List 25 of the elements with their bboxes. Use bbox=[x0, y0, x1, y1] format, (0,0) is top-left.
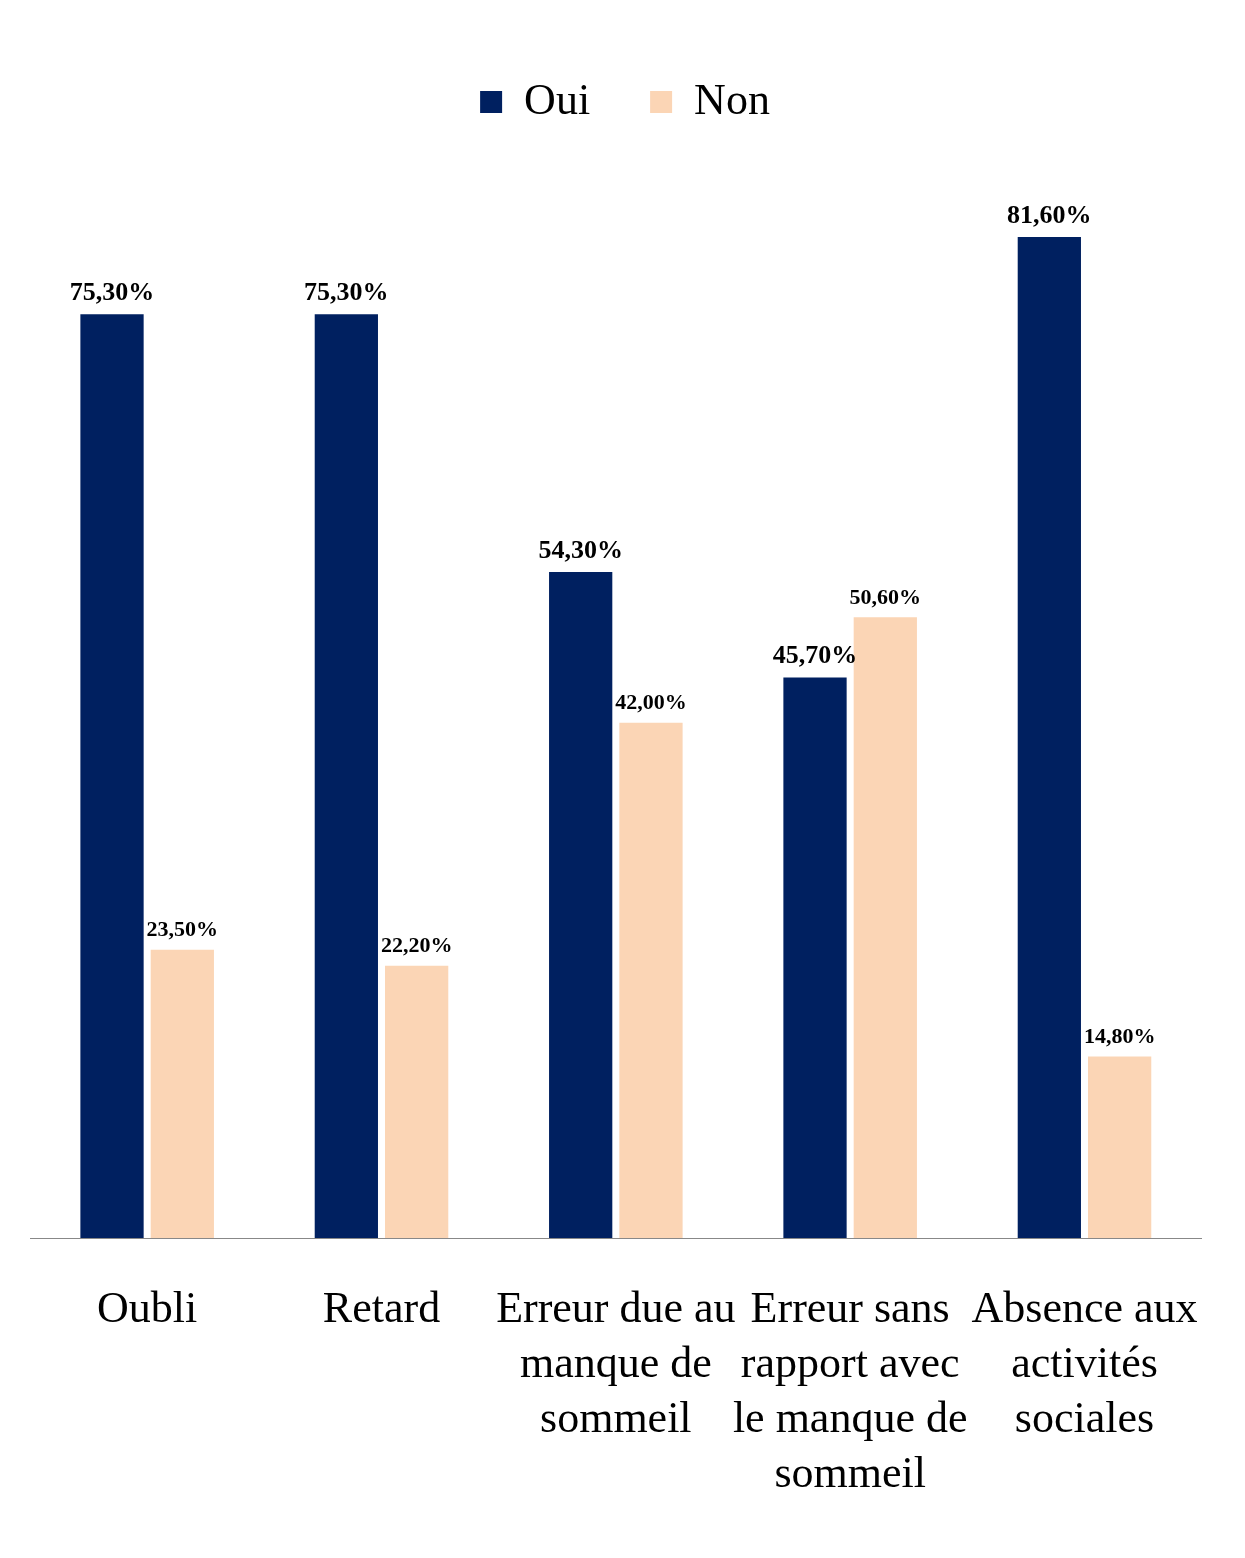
legend-label: Non bbox=[694, 74, 770, 124]
data-label: 50,60% bbox=[849, 583, 922, 609]
legend-label: Oui bbox=[524, 74, 591, 124]
data-label: 81,60% bbox=[1007, 199, 1092, 229]
bar bbox=[853, 617, 917, 1238]
data-label: 45,70% bbox=[772, 640, 858, 670]
data-label: 14,80% bbox=[1083, 1023, 1156, 1049]
bar bbox=[783, 677, 847, 1238]
bar bbox=[549, 571, 613, 1238]
data-label: 42,00% bbox=[615, 689, 687, 715]
bar bbox=[1088, 1056, 1152, 1238]
data-label: 75,30% bbox=[304, 277, 389, 307]
bar bbox=[80, 314, 144, 1238]
bar bbox=[150, 949, 214, 1238]
x-tick-label: Retard bbox=[322, 1283, 441, 1333]
data-label: 22,20% bbox=[380, 932, 453, 958]
bar bbox=[385, 965, 449, 1238]
data-label: 23,50% bbox=[146, 916, 219, 942]
bar bbox=[314, 314, 378, 1238]
data-label: 75,30% bbox=[69, 277, 155, 307]
data-label: 54,30% bbox=[538, 534, 623, 564]
bar bbox=[1017, 237, 1081, 1238]
x-tick-label: Oubli bbox=[97, 1283, 198, 1333]
bar bbox=[619, 722, 683, 1238]
x-tick-label: Absence aux activités sociales bbox=[971, 1283, 1198, 1443]
